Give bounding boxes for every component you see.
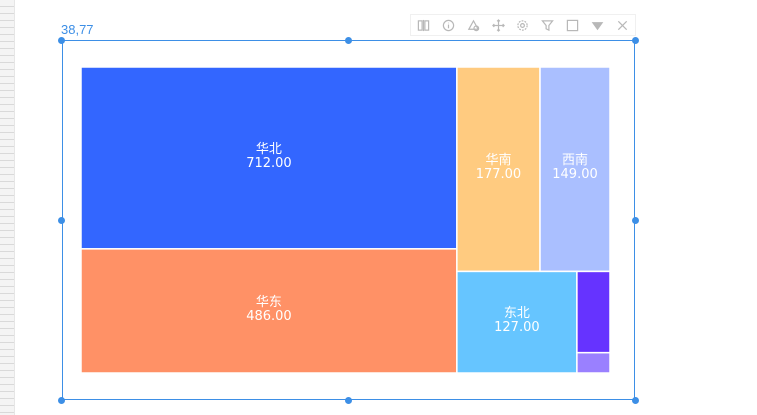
info-icon[interactable]	[439, 16, 457, 34]
resize-handle-right[interactable]	[632, 217, 639, 224]
resize-handle-top[interactable]	[345, 37, 352, 44]
position-readout: 38,77	[61, 22, 94, 37]
style-tool-icon[interactable]	[464, 16, 482, 34]
treemap-rect[interactable]	[576, 270, 611, 354]
left-ruler	[0, 0, 15, 415]
treemap-label-name: 华南	[485, 152, 511, 168]
treemap-cell[interactable]	[576, 270, 611, 354]
move-icon[interactable]	[489, 16, 507, 34]
treemap-rect[interactable]	[80, 66, 458, 250]
maximize-icon[interactable]	[564, 16, 582, 34]
resize-handle-bottom[interactable]	[345, 397, 352, 404]
resize-handle-left[interactable]	[58, 217, 65, 224]
close-icon[interactable]	[613, 16, 631, 34]
data-tool-icon[interactable]	[414, 16, 432, 34]
treemap-label-value: 486.00	[246, 309, 292, 324]
treemap-label-value: 177.00	[476, 167, 522, 182]
resize-handle-top-left[interactable]	[58, 37, 65, 44]
treemap-label-value: 149.00	[552, 167, 598, 182]
treemap-label-name: 华东	[256, 295, 282, 310]
resize-handle-bottom-right[interactable]	[632, 397, 639, 404]
treemap-label-value: 712.00	[246, 156, 292, 171]
treemap-cell[interactable]	[576, 351, 611, 374]
treemap-rect[interactable]	[539, 66, 611, 273]
treemap-label-value: 127.00	[494, 320, 540, 335]
treemap-label-name: 东北	[504, 306, 530, 321]
treemap-rect[interactable]	[80, 248, 458, 374]
treemap-label-name: 西南	[562, 152, 588, 168]
treemap-rect[interactable]	[456, 270, 578, 374]
resize-handle-top-right[interactable]	[632, 37, 639, 44]
filter-icon[interactable]	[539, 16, 557, 34]
treemap-rect[interactable]	[576, 351, 611, 374]
treemap-label-name: 华北	[256, 142, 282, 157]
widget-toolbar	[410, 14, 636, 36]
resize-handle-bottom-left[interactable]	[58, 397, 65, 404]
dropdown-icon[interactable]	[589, 16, 607, 34]
settings-icon[interactable]	[514, 16, 532, 34]
